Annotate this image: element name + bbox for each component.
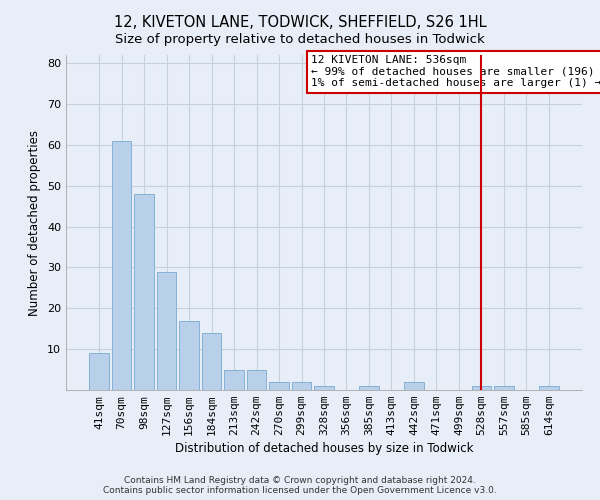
Bar (404, 382, 424, 390)
Bar (472, 386, 491, 390)
Y-axis label: Number of detached properties: Number of detached properties (28, 130, 41, 316)
Bar (314, 386, 334, 390)
Bar (134, 194, 154, 390)
X-axis label: Distribution of detached houses by size in Todwick: Distribution of detached houses by size … (175, 442, 473, 456)
Bar (292, 382, 311, 390)
Bar (202, 333, 221, 390)
Bar (224, 370, 244, 390)
Text: 12, KIVETON LANE, TODWICK, SHEFFIELD, S26 1HL: 12, KIVETON LANE, TODWICK, SHEFFIELD, S2… (113, 15, 487, 30)
Bar (179, 320, 199, 390)
Bar (539, 386, 559, 390)
Text: Contains HM Land Registry data © Crown copyright and database right 2024.
Contai: Contains HM Land Registry data © Crown c… (103, 476, 497, 495)
Bar (89, 353, 109, 390)
Bar (359, 386, 379, 390)
Text: 12 KIVETON LANE: 536sqm
← 99% of detached houses are smaller (196)
1% of semi-de: 12 KIVETON LANE: 536sqm ← 99% of detache… (311, 55, 600, 88)
Bar (157, 272, 176, 390)
Text: Size of property relative to detached houses in Todwick: Size of property relative to detached ho… (115, 32, 485, 46)
Bar (247, 370, 266, 390)
Bar (112, 141, 131, 390)
Bar (494, 386, 514, 390)
Bar (269, 382, 289, 390)
